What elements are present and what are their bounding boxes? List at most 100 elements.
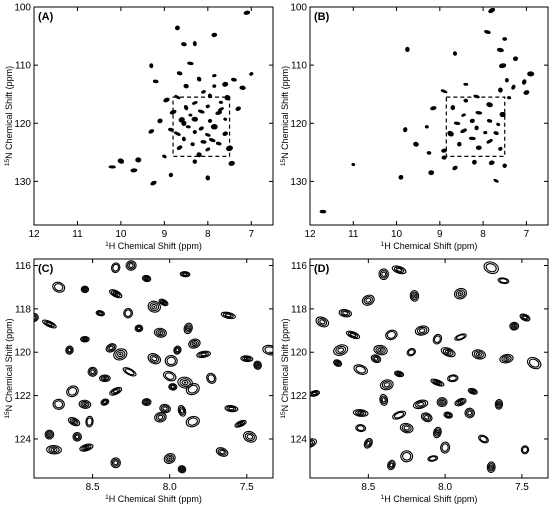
contour-ring <box>186 325 191 332</box>
peak <box>520 445 530 455</box>
contour-ring <box>114 292 117 295</box>
peak <box>205 104 210 109</box>
contour-ring <box>479 435 488 443</box>
y-axis-label-text: N Chemical Shift (ppm) <box>4 66 14 159</box>
contour-ring <box>381 271 387 277</box>
contour-ring <box>159 331 162 334</box>
peak <box>379 393 389 406</box>
contour-ring <box>467 387 478 395</box>
peak <box>168 383 178 391</box>
contour-ring <box>169 384 177 390</box>
peak <box>176 71 183 76</box>
y-axis-label-sup: 15 <box>4 411 11 419</box>
peak <box>453 287 468 300</box>
y-axis-label-sup: 15 <box>4 159 11 167</box>
contour-ring <box>228 160 235 166</box>
peak <box>475 110 483 115</box>
peak <box>473 94 480 99</box>
contour-ring <box>162 370 177 382</box>
contour-ring <box>162 301 165 304</box>
contour-ring <box>413 142 419 147</box>
contour-ring <box>191 116 199 122</box>
contour-ring <box>352 409 369 417</box>
contour-ring <box>81 286 88 293</box>
contour-ring <box>512 56 519 62</box>
peak <box>196 76 202 82</box>
contour-ring <box>521 314 529 321</box>
contour-ring <box>179 117 185 122</box>
contour-ring <box>370 354 382 364</box>
contour-ring <box>239 85 246 90</box>
contour-ring <box>205 133 210 137</box>
contour-ring <box>149 302 160 312</box>
peak <box>472 159 477 165</box>
contour-ring <box>196 350 211 359</box>
contour-ring <box>394 411 405 419</box>
contour-ring <box>457 291 464 297</box>
contour-ring <box>161 300 166 305</box>
contour-ring <box>365 297 372 303</box>
peak <box>198 109 205 114</box>
contour-ring <box>187 417 198 426</box>
peak <box>205 147 211 152</box>
x-tick-label: 11 <box>348 229 359 240</box>
peak <box>443 411 453 419</box>
peak <box>447 374 459 383</box>
peak <box>493 131 499 136</box>
contour-ring <box>153 305 156 308</box>
contour-ring <box>207 374 216 383</box>
x-tick-label: 7.5 <box>515 482 529 493</box>
contour-ring <box>224 404 239 413</box>
contour-ring <box>522 79 526 85</box>
contour-ring <box>44 429 55 440</box>
contour-ring <box>164 98 169 102</box>
contour-ring <box>240 355 254 363</box>
contour-ring <box>67 416 81 427</box>
contour-ring <box>452 165 458 171</box>
contour-ring <box>142 399 151 406</box>
contour-ring <box>483 130 488 135</box>
contour-ring <box>109 386 123 396</box>
contour-ring <box>177 145 182 150</box>
contour-ring <box>333 344 349 356</box>
peak <box>162 370 177 382</box>
contour-ring <box>379 349 382 352</box>
contour-ring <box>381 380 392 389</box>
contour-ring <box>445 413 451 417</box>
peak <box>454 333 467 341</box>
peak <box>391 265 407 275</box>
contour-ring <box>253 360 262 370</box>
contour-ring <box>432 426 442 439</box>
peak <box>392 410 407 420</box>
peak <box>243 10 251 15</box>
y-tick-label: 130 <box>14 177 31 188</box>
contour-ring <box>196 76 202 82</box>
contour-ring <box>207 118 213 123</box>
contour-ring <box>519 313 531 322</box>
peak <box>486 461 496 474</box>
peak <box>424 125 429 129</box>
contour-ring <box>110 457 121 469</box>
y-tick-label: 122 <box>14 391 31 402</box>
peak <box>162 154 167 159</box>
contour-ring <box>413 294 416 297</box>
contour-ring <box>433 335 441 344</box>
contour-ring <box>355 365 366 374</box>
contour-ring <box>47 432 52 437</box>
contour-ring <box>447 374 459 383</box>
peak <box>109 386 123 396</box>
peak <box>509 321 520 331</box>
contour-ring <box>478 434 489 444</box>
contour-ring <box>420 412 433 423</box>
x-axis-label: 1H Chemical Shift (ppm) <box>105 494 202 504</box>
contour-ring <box>173 345 182 355</box>
x-axis-label: 1H Chemical Shift (ppm) <box>105 241 202 251</box>
y-tick-label: 120 <box>14 119 31 130</box>
contour-ring <box>528 358 540 368</box>
peak-layer <box>319 7 535 214</box>
contour-ring <box>310 442 312 445</box>
contour-ring <box>215 447 229 457</box>
contour-ring <box>357 411 365 415</box>
x-axis-label: 1H Chemical Shift (ppm) <box>381 241 478 251</box>
plot-frame <box>33 6 274 226</box>
